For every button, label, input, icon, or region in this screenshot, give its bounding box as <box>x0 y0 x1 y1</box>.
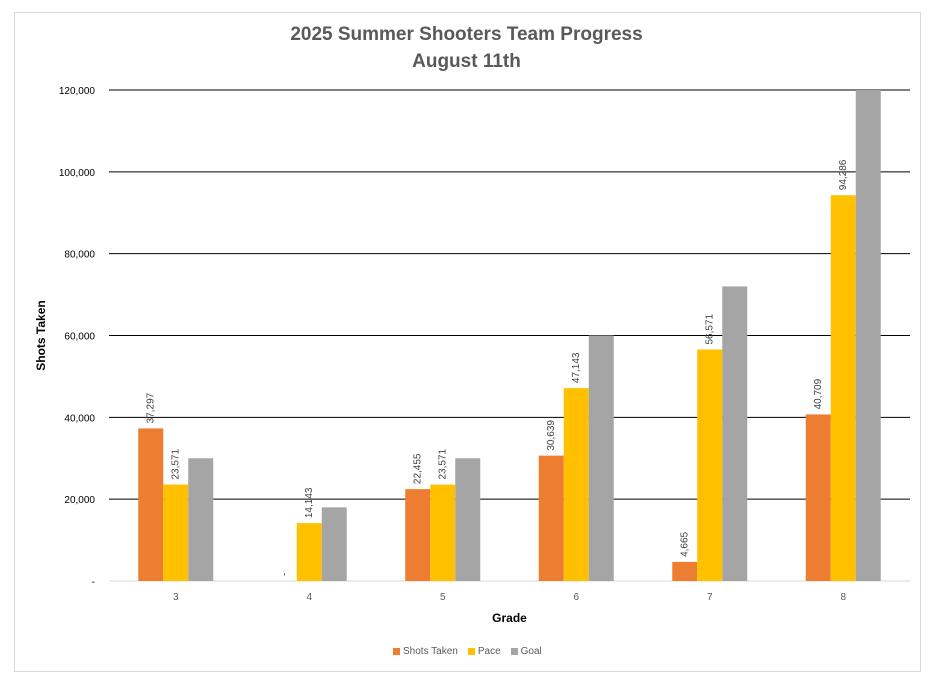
x-tick-label: 8 <box>840 592 846 603</box>
legend-item-shots-taken: Shots Taken <box>393 646 458 657</box>
bar-shots-taken <box>138 428 164 581</box>
y-tick-label: 80,000 <box>64 250 95 261</box>
legend-label-shots-taken: Shots Taken <box>403 646 458 657</box>
bar-shots-taken <box>805 414 831 581</box>
bar-pace <box>830 195 856 581</box>
legend-label-goal: Goal <box>520 646 542 657</box>
bar-goal <box>188 458 214 581</box>
y-tick-label: 120,000 <box>59 86 96 97</box>
y-tick-label: - <box>92 577 95 588</box>
chart-title: 2025 Summer Shooters Team Progress <box>290 24 643 45</box>
legend-label-pace: Pace <box>477 646 501 657</box>
chart-subtitle: August 11th <box>412 51 521 72</box>
bar-pace <box>430 484 456 581</box>
legend-swatch-pace <box>467 648 475 655</box>
bar-goal <box>455 458 481 581</box>
data-label: 56,571 <box>705 314 716 345</box>
bar-pace <box>163 484 189 581</box>
data-label: - <box>279 573 290 576</box>
legend-swatch-shots-taken <box>393 648 400 655</box>
y-tick-label: 20,000 <box>64 495 95 506</box>
bar-shots-taken <box>538 455 564 581</box>
legend-item-goal: Goal <box>510 646 542 657</box>
y-tick-label: 40,000 <box>64 413 95 424</box>
data-label: 47,143 <box>571 352 582 383</box>
data-label: 94,286 <box>838 159 849 190</box>
data-label: 14,143 <box>304 487 315 518</box>
data-label: 22,455 <box>413 453 424 484</box>
legend-swatch-goal <box>510 648 518 655</box>
x-tick-label: 3 <box>173 592 179 603</box>
bar-pace <box>697 349 723 581</box>
y-tick-label: 100,000 <box>59 168 96 179</box>
bar-goal <box>855 90 881 581</box>
legend-item-pace: Pace <box>467 646 501 657</box>
legend: Shots Taken Pace Goal <box>393 646 542 657</box>
x-tick-label: 7 <box>707 592 713 603</box>
y-axis-title: Shots Taken <box>34 300 48 370</box>
data-label: 40,709 <box>813 378 824 409</box>
bar-pace <box>296 523 322 581</box>
x-tick-label: 5 <box>440 592 446 603</box>
bar-shots-taken <box>672 561 698 581</box>
bar-goal <box>588 335 614 581</box>
bar-pace <box>563 388 589 581</box>
data-label: 37,297 <box>146 392 157 423</box>
data-label: 4,665 <box>680 531 691 556</box>
data-label: 23,571 <box>438 449 449 480</box>
bar-goal <box>321 507 347 581</box>
bar-shots-taken <box>405 489 431 581</box>
x-tick-label: 6 <box>573 592 579 603</box>
data-label: 23,571 <box>171 449 182 480</box>
y-tick-label: 60,000 <box>64 332 95 343</box>
bar-goal <box>722 286 748 581</box>
x-tick-label: 4 <box>306 592 312 603</box>
x-axis-title: Grade <box>492 611 527 625</box>
data-label: 30,639 <box>546 420 557 451</box>
